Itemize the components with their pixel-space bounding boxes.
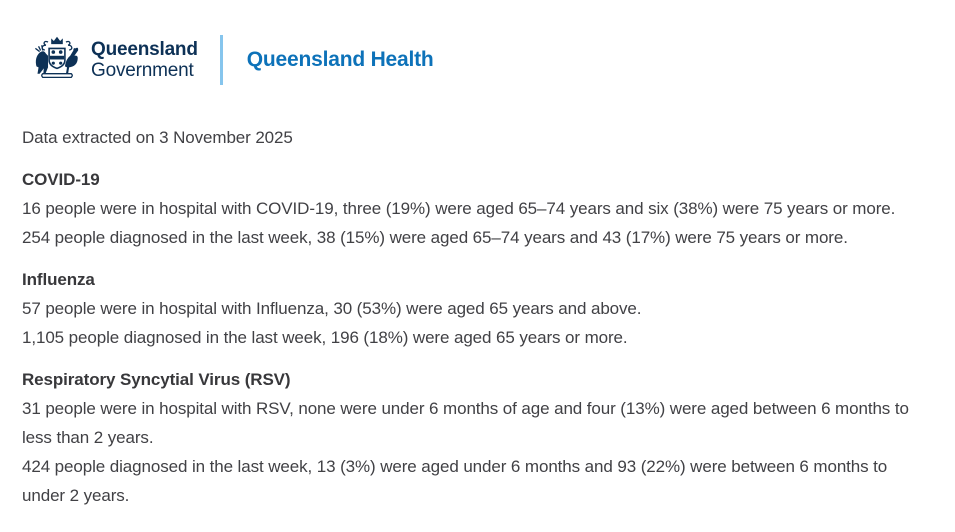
influenza-heading: Influenza bbox=[22, 270, 95, 289]
influenza-diagnosed-text: 1,105 people diagnosed in the last week,… bbox=[22, 328, 628, 347]
data-extracted-date: Data extracted on 3 November 2025 bbox=[22, 128, 293, 147]
section-influenza: Influenza 57 people were in hospital wit… bbox=[22, 265, 934, 352]
section-covid19: COVID-19 16 people were in hospital with… bbox=[22, 165, 934, 252]
site-title-queensland-health[interactable]: Queensland Health bbox=[246, 48, 434, 71]
site-header: Queensland Government Queensland Health bbox=[0, 0, 955, 90]
logo-text-queensland: Queensland bbox=[91, 39, 198, 60]
qld-gov-logo-link[interactable]: Queensland Government bbox=[28, 31, 198, 89]
queensland-coat-of-arms-icon bbox=[28, 31, 86, 89]
rsv-heading: Respiratory Syncytial Virus (RSV) bbox=[22, 370, 291, 389]
section-rsv: Respiratory Syncytial Virus (RSV) 31 peo… bbox=[22, 365, 934, 510]
content: Data extracted on 3 November 2025 COVID-… bbox=[22, 123, 934, 510]
logo-text-government: Government bbox=[91, 60, 194, 81]
rsv-diagnosed-text: 424 people diagnosed in the last week, 1… bbox=[22, 457, 888, 505]
covid19-heading: COVID-19 bbox=[22, 170, 100, 189]
rsv-hospital-text: 31 people were in hospital with RSV, non… bbox=[22, 399, 909, 447]
influenza-hospital-text: 57 people were in hospital with Influenz… bbox=[22, 299, 642, 318]
logo-text: Queensland Government bbox=[91, 39, 198, 81]
header-divider bbox=[219, 35, 223, 85]
covid19-diagnosed-text: 254 people diagnosed in the last week, 3… bbox=[22, 228, 848, 247]
covid19-hospital-text: 16 people were in hospital with COVID-19… bbox=[22, 199, 896, 218]
